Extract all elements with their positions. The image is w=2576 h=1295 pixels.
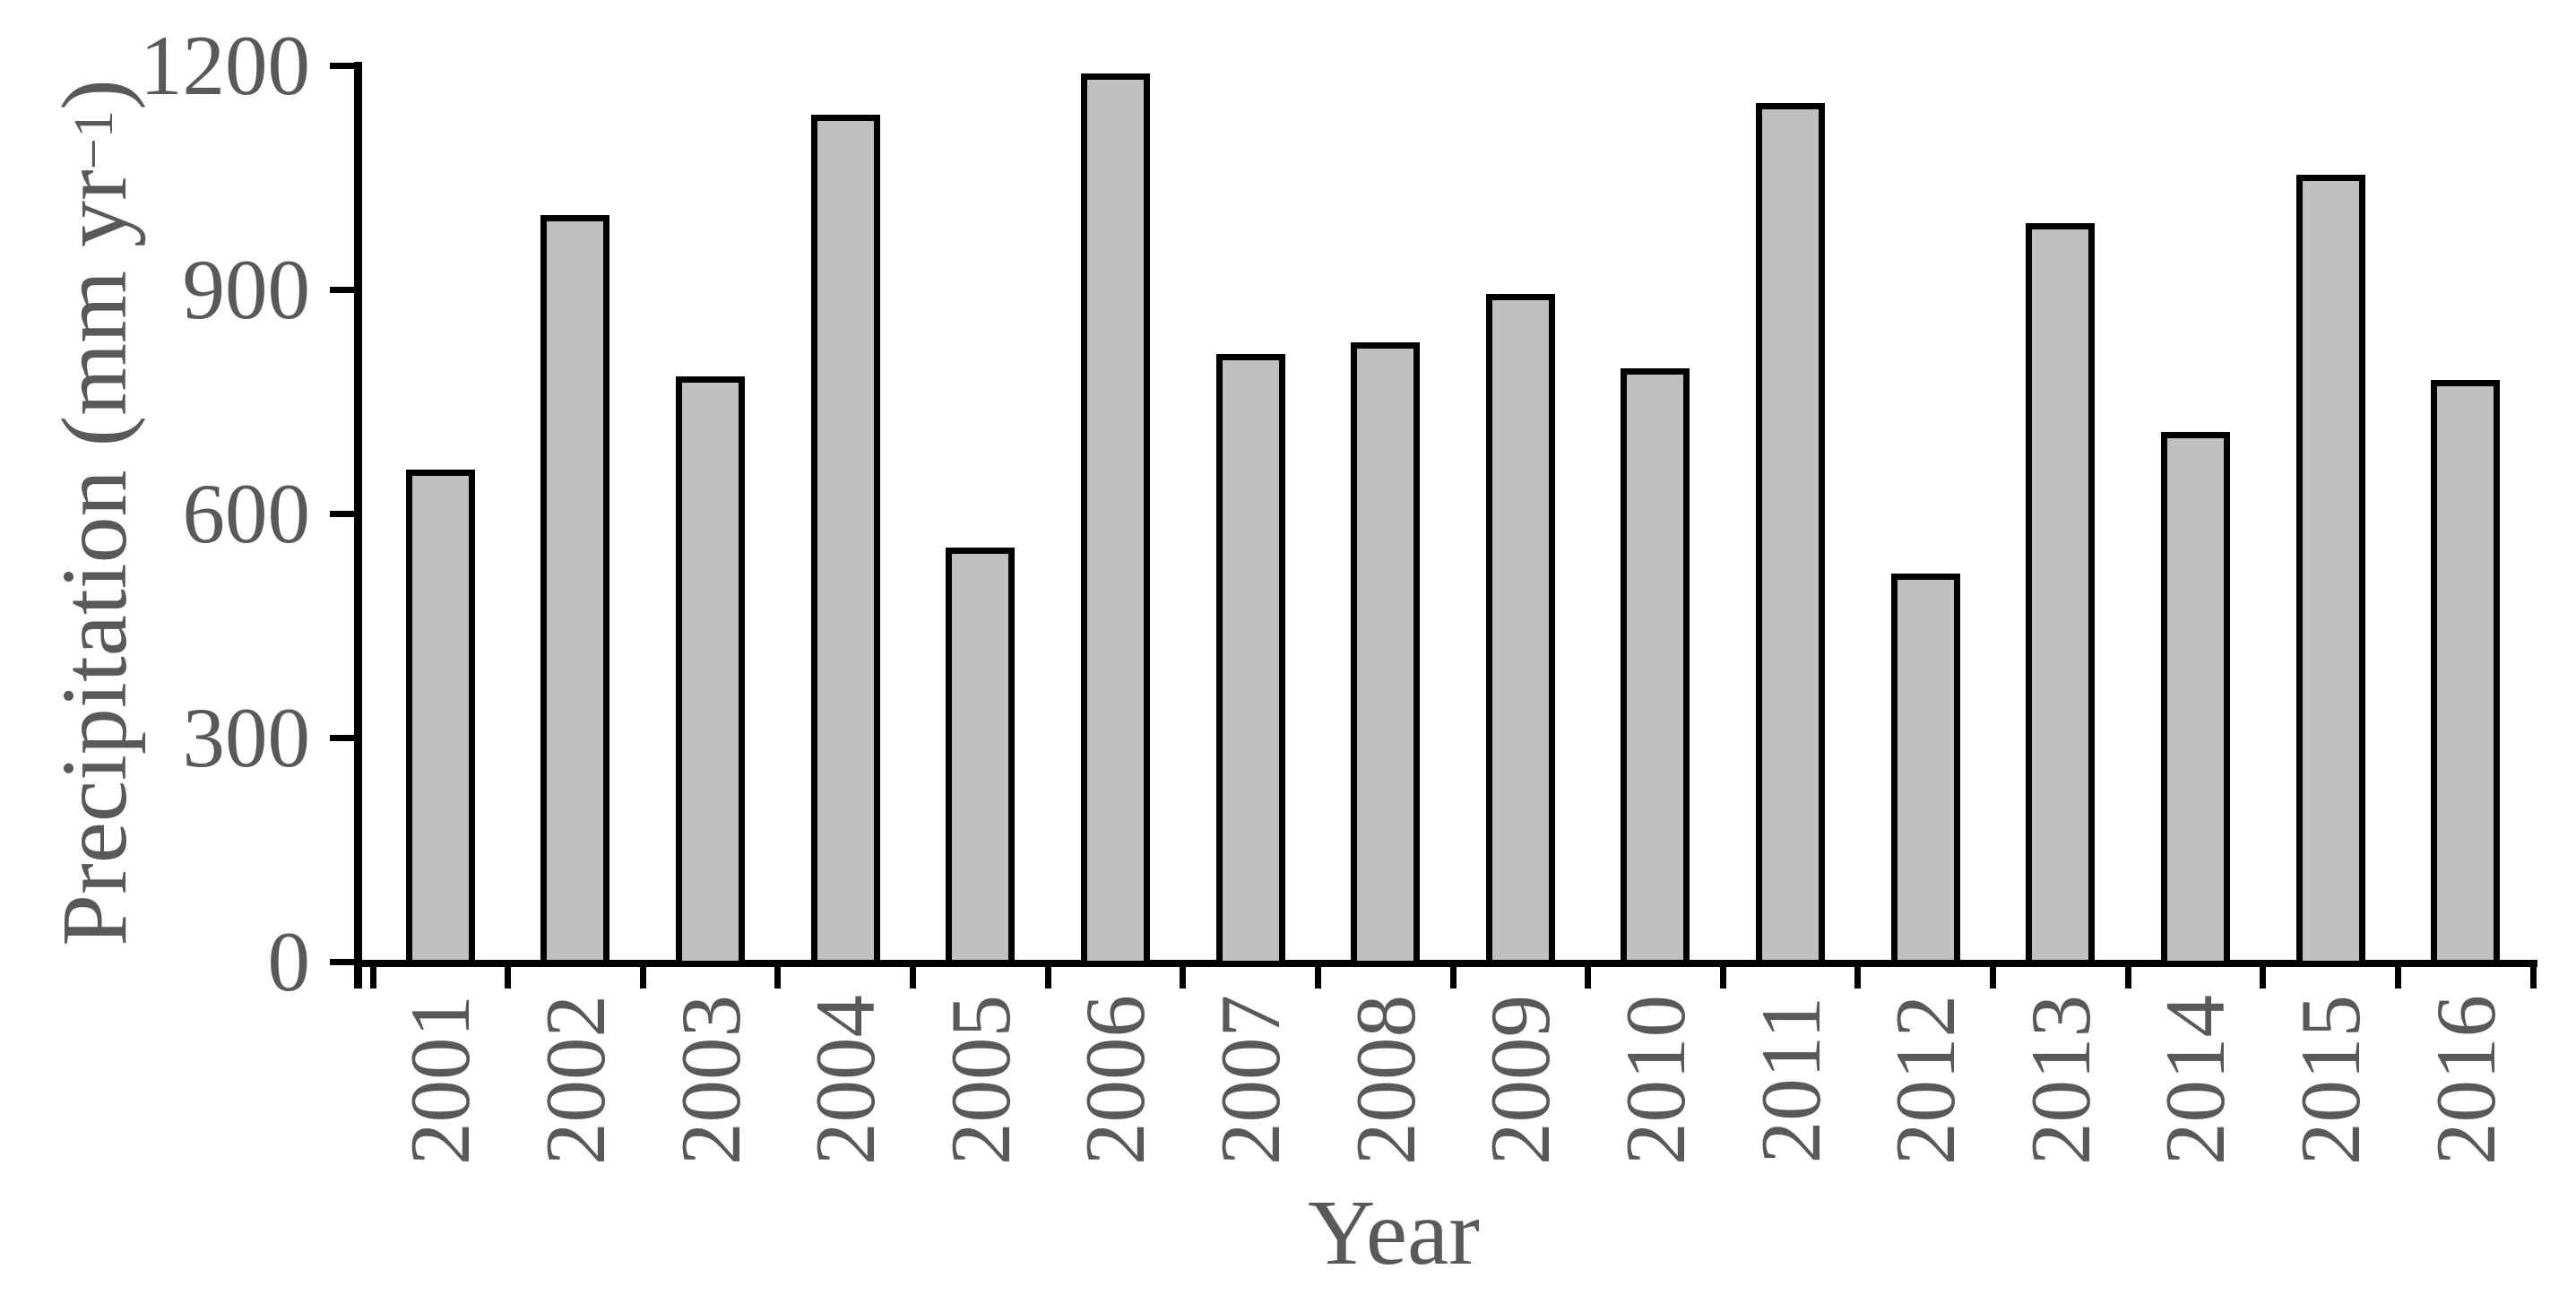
y-axis-title-superscript: −1 — [63, 109, 125, 170]
bar-2007 — [1215, 353, 1285, 967]
x-tick-0 — [369, 961, 376, 989]
y-tick-0 — [330, 958, 362, 965]
bar-2011 — [1756, 103, 1826, 967]
bar-2006 — [1080, 73, 1150, 967]
bar-2008 — [1351, 342, 1421, 967]
y-tick-label-900: 900 — [182, 242, 311, 337]
x-tick-11 — [1854, 961, 1862, 989]
bar-2003 — [676, 376, 746, 967]
y-tick-label-1200: 1200 — [140, 18, 310, 113]
x-tick-14 — [2260, 961, 2267, 989]
bar-2002 — [540, 215, 610, 967]
x-tick-9 — [1585, 961, 1592, 989]
bar-2001 — [405, 469, 475, 967]
y-tick-1200 — [330, 62, 362, 69]
bar-2016 — [2431, 379, 2501, 967]
bar-2005 — [946, 548, 1016, 967]
bar-2014 — [2160, 432, 2230, 967]
x-tick-2 — [639, 961, 646, 989]
bar-2004 — [810, 114, 880, 967]
x-tick-8 — [1449, 961, 1457, 989]
bar-2013 — [2026, 222, 2096, 967]
x-tick-15 — [2394, 961, 2401, 989]
bar-2012 — [1890, 574, 1960, 967]
x-axis-title: Year — [1308, 1180, 1480, 1284]
x-tick-7 — [1314, 961, 1321, 989]
y-tick-label-0: 0 — [267, 914, 311, 1009]
x-axis-line — [354, 960, 2537, 967]
bar-2015 — [2295, 174, 2365, 967]
y-tick-600 — [330, 510, 362, 517]
x-label-2016: 2016 — [2417, 995, 2513, 1165]
bar-2009 — [1485, 293, 1555, 967]
bar-2010 — [1621, 368, 1690, 967]
y-axis-line — [354, 62, 362, 989]
y-tick-label-300: 300 — [182, 690, 311, 785]
y-tick-300 — [330, 734, 362, 741]
y-tick-label-600: 600 — [182, 466, 311, 561]
y-tick-900 — [330, 286, 362, 293]
x-tick-4 — [910, 961, 916, 989]
x-tick-1 — [505, 961, 512, 989]
x-tick-16 — [2529, 961, 2537, 989]
x-tick-3 — [774, 961, 782, 989]
x-tick-10 — [1719, 961, 1726, 989]
x-tick-6 — [1180, 961, 1187, 989]
x-tick-5 — [1044, 961, 1051, 989]
x-tick-13 — [2124, 961, 2131, 989]
x-tick-12 — [1990, 961, 1996, 989]
